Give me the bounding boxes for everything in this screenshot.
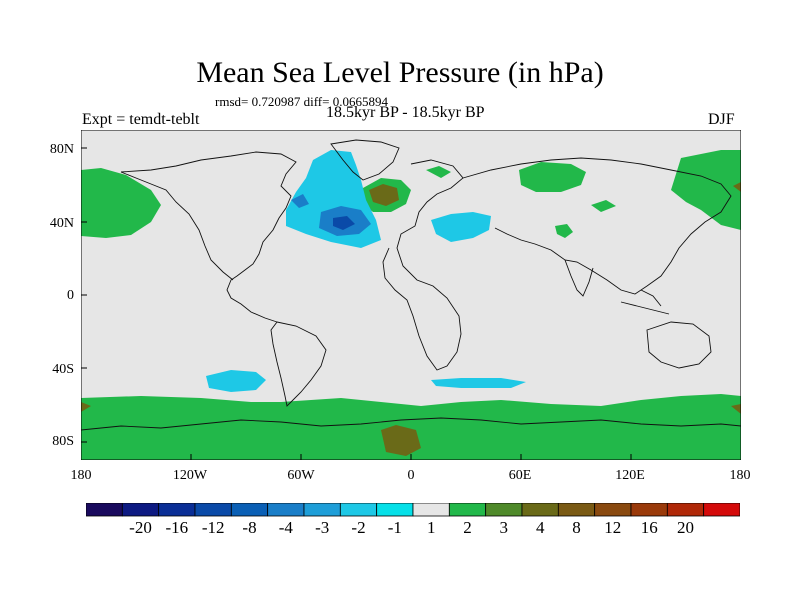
colorbar-box [267, 503, 305, 517]
lon-tick-60w: 60W [287, 468, 315, 483]
colorbar-box [194, 503, 232, 517]
colorbar-label: -3 [315, 518, 330, 537]
lat-tick-80n: 80N [49, 142, 74, 157]
colorbar-label: -1 [387, 518, 402, 537]
lon-tick-120w: 120W [172, 468, 208, 483]
colorbar-label: 8 [572, 518, 581, 537]
strong-positive-anomaly-regions [81, 182, 741, 456]
lat-tick-0: 0 [67, 288, 74, 303]
colorbar-label: 16 [640, 518, 658, 537]
colorbar-label: 20 [677, 518, 694, 537]
colorbar-box [376, 503, 414, 517]
lat-tick-40n: 40N [49, 216, 74, 231]
colorbar-label: -4 [278, 518, 293, 537]
colorbar-box [630, 503, 668, 517]
colorbar-box [86, 503, 123, 517]
map-title: Mean Sea Level Pressure (in hPa) [196, 56, 604, 89]
lon-tick-180w: 180 [70, 468, 92, 483]
colorbar-label: 3 [499, 518, 509, 537]
colorbar-label: 12 [604, 518, 622, 537]
period-label: 18.5kyr BP - 18.5kyr BP [326, 104, 485, 121]
stats-text: rmsd= 0.720987 diff= 0.0665894 [215, 94, 388, 109]
colorbar-box [521, 503, 559, 517]
lat-tick-40s: 40S [52, 362, 74, 377]
colorbar-label: -2 [351, 518, 366, 537]
colorbar-label: 2 [463, 518, 472, 537]
pressure-map [81, 130, 741, 460]
experiment-label: Expt = temdt-teblt [82, 111, 200, 128]
colorbar-box [303, 503, 341, 517]
season-label: DJF [708, 111, 735, 128]
colorbar-box [412, 503, 450, 517]
colorbar-label: 1 [426, 518, 436, 537]
colorbar-box [666, 503, 705, 517]
axis-ticks [81, 147, 632, 460]
lon-tick-60e: 60E [508, 468, 532, 483]
colorbar-label: -20 [129, 518, 152, 537]
colorbar-label: -8 [242, 518, 257, 537]
colorbar-box [121, 503, 160, 517]
colorbar-box [594, 503, 632, 517]
colorbar-box [230, 503, 269, 517]
colorbar-box [158, 503, 196, 517]
core-negative-anomaly [333, 216, 355, 230]
lat-tick-80s: 80S [52, 434, 74, 449]
coastlines [81, 139, 741, 431]
lon-tick-120e: 120E [615, 468, 645, 483]
colorbar-label: -16 [165, 518, 189, 537]
lon-tick-0: 0 [407, 468, 415, 483]
colorbar-box [485, 503, 523, 517]
colorbar-box [557, 503, 596, 517]
colorbar-label: -12 [201, 518, 225, 537]
lon-tick-180e: 180 [729, 468, 751, 483]
colorbar-box [703, 503, 740, 517]
colorbar [86, 503, 740, 517]
colorbar-box [448, 503, 487, 517]
colorbar-label: 4 [535, 518, 545, 537]
colorbar-box [339, 503, 378, 517]
